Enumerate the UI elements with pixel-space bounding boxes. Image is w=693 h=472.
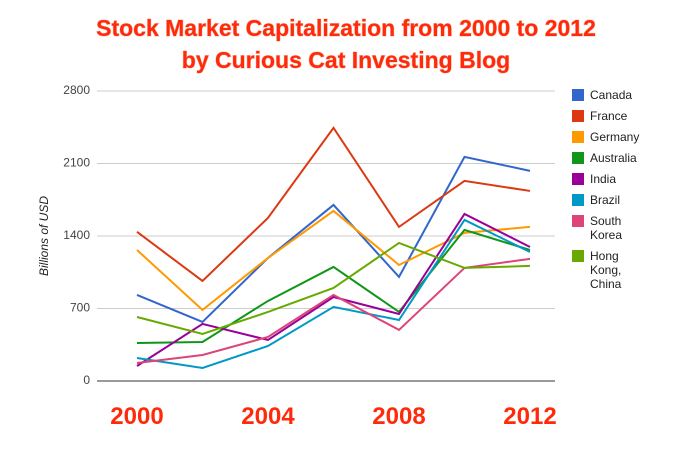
x-tick-label: 2012 [503, 403, 556, 430]
legend-item: Hong Kong, China [572, 249, 652, 291]
legend-label: Australia [590, 151, 637, 165]
chart-subtitle: by Curious Cat Investing Blog [182, 47, 510, 73]
series-line [136, 228, 531, 344]
y-tick-label: 0 [83, 373, 90, 387]
legend-swatch [572, 173, 584, 185]
y-tick-label: 1400 [63, 228, 90, 242]
chart-title: Stock Market Capitalization from 2000 to… [96, 15, 596, 41]
legend-item: Australia [572, 151, 652, 165]
legend-item: Canada [572, 88, 652, 102]
legend-swatch [572, 215, 584, 227]
legend-swatch [572, 152, 584, 164]
legend-label: Canada [590, 88, 633, 102]
legend-item: India [572, 172, 652, 186]
y-tick-label: 2100 [63, 156, 90, 170]
legend-label: Hong Kong, China [590, 249, 622, 291]
y-tick-label: 700 [70, 301, 90, 315]
series-line [136, 212, 531, 367]
legend-label: Brazil [590, 193, 621, 207]
legend-item: South Korea [572, 214, 652, 242]
legend-swatch [572, 89, 584, 101]
series-line [136, 218, 531, 369]
legend-item: France [572, 109, 652, 123]
series-line [136, 209, 531, 312]
legend-swatch [572, 110, 584, 122]
legend-label: Germany [590, 130, 640, 144]
series-line [136, 126, 531, 283]
series-line [136, 241, 531, 336]
legend-label: South Korea [590, 214, 623, 242]
series-line [136, 257, 531, 364]
legend: Canada France Germany Australia India Brazil S… [572, 88, 652, 298]
x-tick-label: 2000 [110, 403, 163, 430]
legend-item: Brazil [572, 193, 652, 207]
y-tick-label: 2800 [63, 83, 90, 97]
series-line [136, 155, 531, 324]
y-axis-label: Billions of USD [37, 196, 51, 276]
legend-item: Germany [572, 130, 652, 144]
legend-label: France [590, 109, 628, 123]
x-tick-label: 2008 [372, 403, 425, 430]
legend-swatch [572, 194, 584, 206]
legend-swatch [572, 131, 584, 143]
x-tick-label: 2004 [241, 403, 295, 430]
legend-swatch [572, 250, 584, 262]
legend-label: India [590, 172, 617, 186]
